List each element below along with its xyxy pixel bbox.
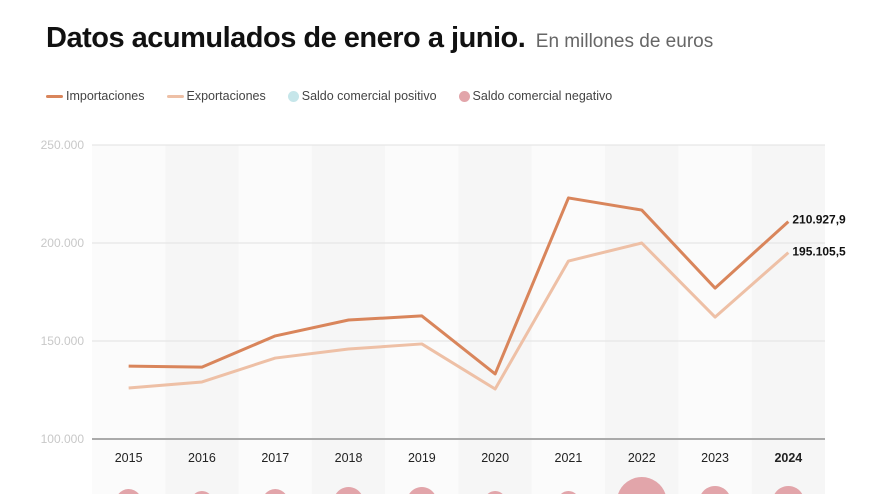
legend-item: Importaciones (46, 89, 145, 103)
y-tick-label: 100.000 (41, 432, 85, 446)
balance-bubble (774, 486, 803, 494)
legend-item: Saldo comercial negativo (458, 89, 613, 103)
x-tick-label: 2016 (188, 451, 216, 465)
end-data-label: 195.105,5 (792, 245, 846, 259)
x-tick-label: 2023 (701, 451, 729, 465)
legend-label: Exportaciones (186, 89, 266, 103)
legend-label: Saldo comercial negativo (472, 89, 613, 103)
x-tick-label: 2020 (481, 451, 509, 465)
end-data-label: 210.927,9 (792, 213, 846, 227)
column-band (605, 145, 679, 494)
x-tick-label: 2021 (555, 451, 583, 465)
balance-bubble (409, 487, 435, 494)
column-band (165, 145, 239, 494)
legend-dot-marker (458, 90, 470, 102)
x-tick-label: 2018 (335, 451, 363, 465)
y-tick-label: 250.000 (41, 138, 85, 152)
balance-bubble (194, 491, 210, 494)
x-tick-label: 2017 (261, 451, 289, 465)
x-tick-label: 2024 (774, 451, 802, 465)
balance-bubble (618, 477, 666, 494)
title-main: Datos acumulados de enero a junio. (46, 22, 526, 54)
x-tick-label: 2015 (115, 451, 143, 465)
balance-bubble (335, 487, 362, 494)
chart-title: Datos acumulados de enero a junio. En mi… (46, 22, 713, 55)
legend-dot-marker (287, 90, 299, 102)
column-band (751, 145, 825, 494)
y-tick-label: 150.000 (41, 334, 85, 348)
legend-line-marker (46, 94, 63, 98)
legend-line-marker (166, 94, 184, 98)
column-band (385, 145, 459, 494)
legend-item: Saldo comercial positivo (287, 89, 437, 103)
balance-bubble (701, 486, 729, 494)
legend: Importaciones Exportaciones Saldo comercia… (46, 89, 612, 103)
balance-bubble (560, 490, 576, 494)
series-line-importaciones (128, 196, 790, 376)
column-band (458, 145, 532, 494)
x-tick-label: 2022 (628, 451, 656, 465)
balance-bubble (118, 488, 139, 494)
column-band (238, 145, 312, 494)
legend-label: Saldo comercial positivo (301, 89, 437, 103)
x-tick-label: 2019 (408, 451, 436, 465)
legend-label: Importaciones (66, 89, 145, 103)
balance-bubble (265, 489, 286, 494)
series-line-exportaciones (128, 241, 790, 391)
column-band (92, 145, 166, 494)
y-tick-label: 200.000 (41, 236, 85, 250)
balance-bubble (487, 490, 503, 494)
legend-item: Exportaciones (166, 89, 266, 103)
title-subtitle: En millones de euros (535, 31, 714, 52)
column-band (678, 145, 752, 494)
